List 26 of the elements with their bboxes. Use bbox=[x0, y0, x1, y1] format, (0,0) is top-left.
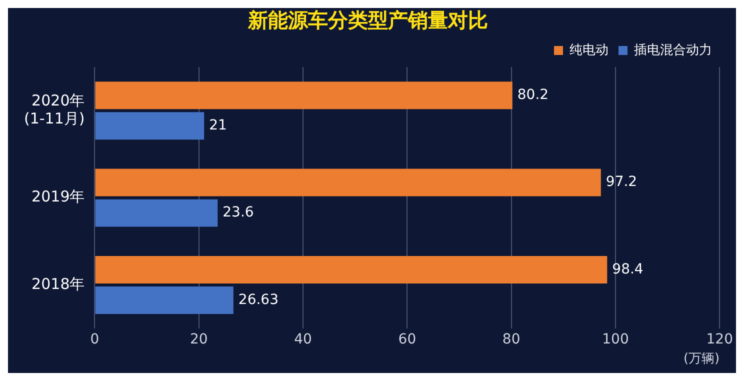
x-tick-label: 60 bbox=[398, 332, 416, 348]
x-axis-title: (万辆) bbox=[683, 352, 720, 367]
x-tick-label: 120 bbox=[706, 332, 734, 348]
data-label: 23.6 bbox=[222, 204, 254, 221]
x-tick-label: 20 bbox=[190, 332, 208, 348]
y-tick-label: 2018年 bbox=[32, 274, 85, 293]
chart-title: 新能源车分类型产销量对比 bbox=[247, 8, 488, 32]
legend-label: 插电混合动力 bbox=[634, 42, 712, 58]
bar bbox=[95, 112, 204, 140]
x-tick-label: 100 bbox=[602, 332, 629, 348]
y-tick-label: 2019年 bbox=[32, 188, 85, 206]
x-tick-label: 40 bbox=[294, 332, 312, 348]
bar bbox=[95, 256, 608, 284]
x-tick-label: 0 bbox=[90, 332, 100, 348]
data-label: 97.2 bbox=[606, 174, 638, 190]
data-label: 80.2 bbox=[517, 86, 549, 103]
data-label: 98.4 bbox=[612, 261, 644, 278]
legend-label: 纯电动 bbox=[570, 42, 608, 58]
y-tick-label: 2020年 (1-11月) bbox=[24, 91, 85, 128]
bar bbox=[95, 168, 601, 196]
x-tick-label: 80 bbox=[502, 332, 520, 348]
bar bbox=[95, 286, 234, 314]
bar bbox=[95, 199, 218, 227]
data-label: 21 bbox=[209, 118, 227, 134]
data-label: 26.63 bbox=[238, 292, 279, 308]
bar bbox=[95, 82, 512, 110]
